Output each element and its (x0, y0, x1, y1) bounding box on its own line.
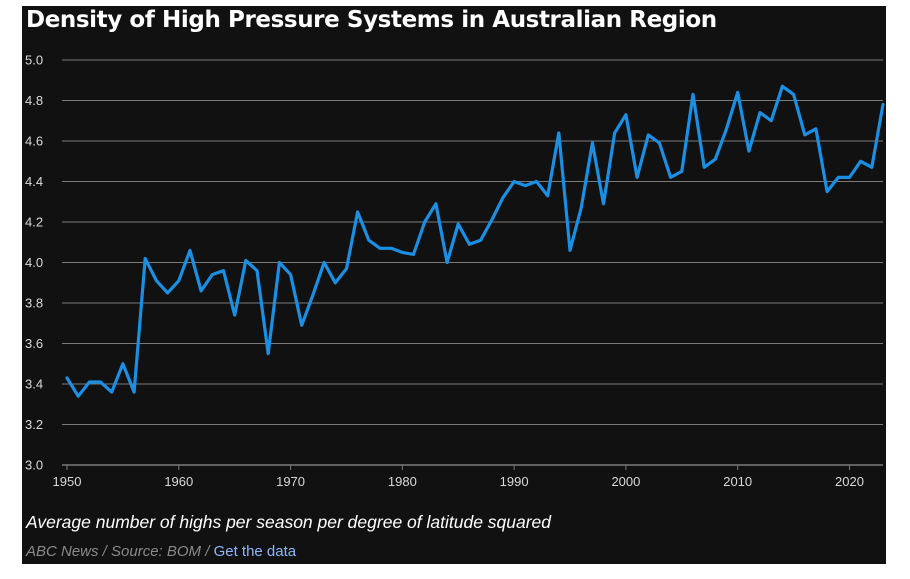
x-tick-label: 1980 (388, 474, 417, 489)
x-tick-label: 1960 (164, 474, 193, 489)
x-tick-label: 2020 (835, 474, 864, 489)
y-tick-label: 3.0 (25, 458, 43, 473)
y-tick-label: 3.6 (25, 336, 43, 351)
y-tick-label: 4.6 (25, 134, 43, 149)
x-tick-label: 1990 (500, 474, 529, 489)
y-tick-label: 4.8 (25, 93, 43, 108)
y-tick-label: 4.0 (25, 255, 43, 270)
y-tick-label: 4.2 (25, 215, 43, 230)
y-tick-label: 3.2 (25, 417, 43, 432)
chart-credit: ABC News / Source: BOM / Get the data (26, 543, 296, 560)
x-tick-label: 2010 (723, 474, 752, 489)
line-chart: 3.0 3.2 3.4 3.6 3.8 4.0 4.2 4.4 4.6 4.8 5.0 1950 196… (25, 53, 885, 489)
y-tick-label: 3.4 (25, 377, 43, 392)
x-tick-label: 1950 (53, 474, 82, 489)
y-tick-label: 5.0 (25, 53, 43, 68)
y-tick-label: 3.8 (25, 296, 43, 311)
y-tick-label: 4.4 (25, 174, 43, 189)
credit-source: ABC News / Source: BOM / (26, 543, 214, 560)
chart-card: Density of High Pressure Systems in Aust… (22, 6, 886, 564)
chart-caption: Average number of highs per season per d… (26, 512, 552, 532)
get-the-data-link[interactable]: Get the data (213, 543, 297, 560)
x-tick-label: 2000 (611, 474, 640, 489)
series-line (65, 84, 885, 398)
x-tick-label: 1970 (276, 474, 305, 489)
chart-title: Density of High Pressure Systems in Aust… (26, 7, 717, 33)
